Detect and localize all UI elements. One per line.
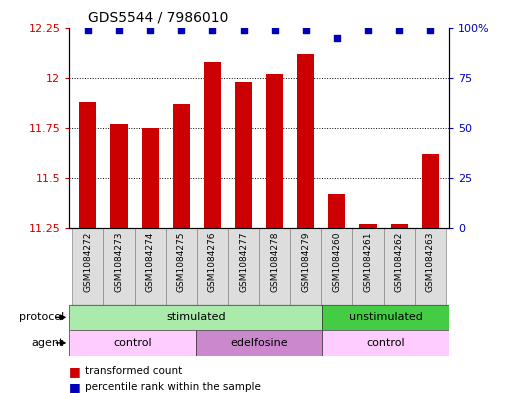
Text: protocol: protocol [19, 312, 64, 322]
Text: ■: ■ [69, 380, 81, 393]
Bar [390, 224, 408, 228]
Point [364, 26, 372, 33]
Text: GSM1084263: GSM1084263 [426, 232, 435, 292]
Bar [197, 228, 228, 305]
Point [395, 26, 403, 33]
Text: transformed count: transformed count [85, 366, 182, 376]
Point [177, 26, 185, 33]
Bar [104, 228, 134, 305]
Point [302, 26, 310, 33]
Bar [328, 194, 345, 228]
Bar [69, 330, 196, 356]
Point [426, 26, 435, 33]
Text: GSM1084274: GSM1084274 [146, 232, 154, 292]
Text: GSM1084278: GSM1084278 [270, 232, 279, 292]
Bar [80, 102, 96, 228]
Point [84, 26, 92, 33]
Bar [266, 73, 283, 228]
Bar [322, 305, 449, 330]
Bar [134, 228, 166, 305]
Text: ■: ■ [69, 365, 81, 378]
Bar [235, 82, 252, 228]
Text: agent: agent [32, 338, 64, 348]
Text: GSM1084261: GSM1084261 [364, 232, 372, 292]
Text: GSM1084279: GSM1084279 [301, 232, 310, 292]
Bar [166, 228, 197, 305]
Text: stimulated: stimulated [166, 312, 226, 322]
Text: GSM1084262: GSM1084262 [394, 232, 404, 292]
Bar [297, 53, 314, 228]
Text: percentile rank within the sample: percentile rank within the sample [85, 382, 261, 392]
Point [115, 26, 123, 33]
Text: control: control [366, 338, 405, 348]
Bar [290, 228, 321, 305]
Bar [259, 228, 290, 305]
Point [240, 26, 248, 33]
Bar [352, 228, 384, 305]
Bar [72, 228, 104, 305]
Bar [321, 228, 352, 305]
Bar [322, 330, 449, 356]
Point [208, 26, 216, 33]
Text: GSM1084277: GSM1084277 [239, 232, 248, 292]
Text: GSM1084260: GSM1084260 [332, 232, 341, 292]
Point [146, 26, 154, 33]
Bar [360, 224, 377, 228]
Bar [415, 228, 446, 305]
Bar [142, 128, 159, 228]
Bar [196, 330, 322, 356]
Text: GSM1084275: GSM1084275 [177, 232, 186, 292]
Bar [69, 305, 322, 330]
Point [270, 26, 279, 33]
Text: unstimulated: unstimulated [349, 312, 423, 322]
Text: control: control [113, 338, 152, 348]
Bar [422, 154, 439, 228]
Bar [228, 228, 259, 305]
Text: GSM1084276: GSM1084276 [208, 232, 217, 292]
Bar [110, 124, 128, 228]
Text: GDS5544 / 7986010: GDS5544 / 7986010 [88, 11, 229, 25]
Bar [204, 62, 221, 228]
Bar [173, 104, 190, 228]
Text: GSM1084273: GSM1084273 [114, 232, 124, 292]
Bar [384, 228, 415, 305]
Text: edelfosine: edelfosine [230, 338, 288, 348]
Text: GSM1084272: GSM1084272 [84, 232, 92, 292]
Point [333, 35, 341, 41]
